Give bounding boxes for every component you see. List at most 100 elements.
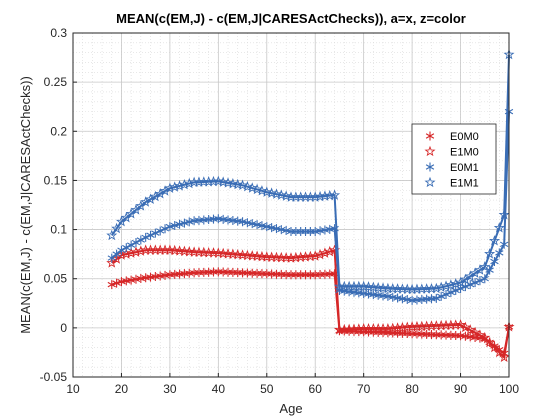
data-point (281, 226, 291, 236)
x-tick-label: 60 (309, 382, 323, 396)
data-point (275, 189, 287, 200)
data-point (106, 229, 118, 241)
data-point (178, 178, 190, 190)
data-point (382, 323, 394, 334)
x-tick-label: 30 (163, 382, 177, 396)
data-point (474, 264, 486, 275)
data-point (280, 190, 292, 201)
data-point (237, 179, 249, 191)
axis-ticks: 10 20 30 40 50 60 70 80 90 100 -0.05 0 0.05 0.1 0.15 0.… (40, 26, 520, 396)
data-point (222, 177, 234, 188)
y-tick-label: 0.1 (50, 223, 67, 237)
data-point (493, 222, 505, 233)
data-point (112, 249, 121, 259)
data-point (319, 247, 331, 258)
data-point (469, 267, 481, 278)
data-point (107, 280, 116, 290)
y-tick-label: 0.2 (50, 124, 67, 138)
data-point (490, 257, 499, 267)
data-point (324, 245, 336, 257)
data-point (309, 250, 321, 261)
x-tick-label: 50 (260, 382, 274, 396)
data-point (475, 276, 485, 286)
data-point (174, 180, 186, 191)
data-point (396, 321, 408, 333)
data-point (498, 209, 510, 220)
y-tick-label: 0.05 (44, 272, 68, 286)
legend-marker (424, 145, 436, 157)
data-point (445, 279, 457, 290)
data-point (227, 177, 239, 189)
data-point (261, 186, 273, 197)
legend-marker (424, 176, 436, 188)
y-tick-label: 0.3 (50, 26, 67, 40)
data-point (272, 224, 281, 234)
data-point (183, 177, 195, 189)
chart-title: MEAN(c(EM,J) - c(EM,J|CARESActChecks)), … (116, 11, 466, 26)
data-point (151, 228, 160, 238)
data-point (241, 180, 253, 192)
data-point (256, 185, 268, 196)
data-point (459, 273, 471, 285)
x-tick-label: 10 (66, 382, 80, 396)
x-tick-label: 40 (212, 382, 226, 396)
series-E1M0 (106, 244, 515, 363)
data-point (300, 251, 312, 262)
data-point (111, 222, 123, 234)
y-tick-label: 0.25 (44, 75, 68, 89)
x-axis-label: Age (279, 401, 302, 416)
data-point (484, 248, 496, 259)
data-point (488, 235, 500, 246)
data-point (498, 351, 510, 363)
legend-box (411, 123, 497, 195)
data-point (266, 187, 278, 198)
data-point (185, 217, 194, 227)
data-point (170, 220, 179, 230)
data-point (387, 322, 399, 334)
data-point (277, 225, 286, 235)
data-point (120, 248, 132, 259)
data-point (499, 239, 509, 249)
data-point (290, 251, 302, 263)
x-tick-label: 70 (357, 382, 371, 396)
data-point (446, 287, 456, 297)
data-point (246, 182, 258, 193)
data-point (248, 219, 257, 229)
data-point (324, 189, 336, 201)
data-point (464, 324, 476, 335)
data-point (435, 281, 447, 293)
data-point (437, 291, 446, 301)
data-point (464, 270, 476, 282)
x-tick-label: 100 (499, 382, 519, 396)
data-point (243, 218, 252, 228)
series-E0M0 (107, 267, 514, 358)
data-point (252, 220, 262, 230)
x-tick-label: 90 (454, 382, 468, 396)
data-point (180, 218, 189, 228)
data-point (401, 321, 413, 332)
data-point (329, 189, 341, 200)
data-point (314, 190, 326, 202)
data-point (169, 181, 181, 192)
series-E0M1 (107, 107, 514, 305)
legend-label: E0M1 (450, 162, 479, 174)
plot-area (73, 33, 509, 377)
data-point (175, 219, 184, 229)
data-point (135, 245, 147, 256)
data-point (125, 247, 137, 258)
data-point (314, 248, 326, 260)
legend-label: E1M1 (450, 178, 479, 190)
data-point (469, 326, 481, 338)
data-point (493, 346, 505, 358)
data-point (262, 222, 271, 232)
data-point (451, 286, 460, 296)
legend: E0M0 E1M0 E0M1 E1M1 (411, 123, 497, 195)
data-point (480, 274, 489, 284)
data-point (232, 178, 244, 190)
data-point (440, 280, 452, 291)
data-point (470, 278, 480, 288)
data-point (432, 293, 441, 303)
data-point (455, 319, 467, 330)
plot-frame (72, 32, 510, 378)
data-point (450, 278, 462, 289)
